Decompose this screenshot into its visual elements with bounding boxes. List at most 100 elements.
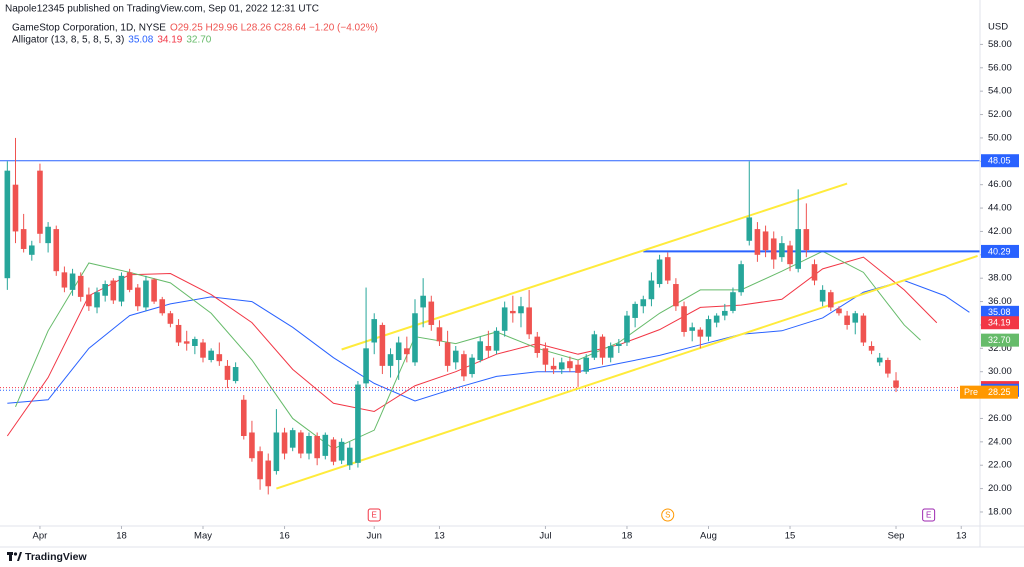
- y-tick-label: 22.00: [988, 460, 1012, 471]
- candle-body: [852, 313, 859, 323]
- candle-body: [534, 336, 541, 354]
- candle-body: [770, 238, 777, 260]
- y-tick-label: 50.00: [988, 132, 1012, 143]
- candle-body: [102, 284, 108, 296]
- candle-body: [558, 362, 565, 370]
- price-badge-label: 34.19: [988, 318, 1011, 328]
- candle-body: [118, 275, 125, 302]
- candle-body: [762, 231, 769, 251]
- logo-part: [7, 552, 13, 555]
- y-tick-label: 52.00: [988, 109, 1012, 120]
- candle-body: [53, 229, 60, 272]
- candle-body: [436, 327, 443, 342]
- candle-body: [363, 348, 369, 384]
- candle-body: [298, 432, 304, 454]
- x-tick-label: Apr: [33, 531, 48, 542]
- price-badge-label: 32.70: [988, 335, 1011, 345]
- event-label: E: [372, 511, 377, 520]
- candle-body: [28, 245, 35, 255]
- candle-body: [224, 365, 231, 380]
- event-marker: [922, 508, 936, 522]
- price-badge: [981, 305, 1019, 319]
- price-badge-prefix: Pre: [964, 387, 978, 397]
- y-tick-label: 32.00: [988, 343, 1012, 354]
- trendline: [276, 255, 978, 490]
- candle-body: [126, 272, 133, 290]
- candle-body: [648, 280, 655, 300]
- indicator-legend-value: 32.70: [186, 35, 211, 46]
- candle-body: [216, 354, 223, 362]
- indicator-line: [15, 250, 921, 450]
- y-tick-label: 38.00: [988, 273, 1012, 284]
- candle-body: [713, 315, 720, 323]
- candle-body: [640, 299, 647, 307]
- logo-part: [9, 555, 12, 561]
- event-marker: [367, 508, 381, 522]
- candle-body: [876, 357, 883, 363]
- price-badge: [981, 244, 1019, 258]
- price-badge-label: 48.05: [988, 156, 1011, 166]
- candle-body: [868, 345, 875, 351]
- candle-body: [518, 306, 524, 314]
- candle-body: [167, 313, 174, 324]
- candle-body: [151, 279, 157, 302]
- x-tick-label: Jul: [539, 531, 551, 542]
- footer-brand: TradingView: [25, 551, 87, 563]
- candle-body: [4, 170, 11, 279]
- y-tick-label: 56.00: [988, 62, 1012, 73]
- candle-body: [477, 341, 484, 361]
- x-tick-label: Sep: [888, 531, 905, 542]
- candle-body: [583, 357, 590, 372]
- candle-body: [37, 170, 43, 234]
- candle-body: [200, 342, 206, 358]
- candle-body: [379, 324, 386, 366]
- candle-body: [387, 354, 394, 366]
- candle-body: [885, 360, 891, 374]
- x-tick-label: May: [194, 531, 212, 542]
- candle-body: [444, 342, 451, 366]
- candle-body: [722, 310, 728, 316]
- x-tick-label: 13: [434, 531, 445, 542]
- candle-body: [110, 280, 117, 301]
- candle-body: [681, 306, 687, 332]
- candle-body: [893, 380, 899, 388]
- candle-body: [607, 345, 614, 358]
- event-label: E: [926, 511, 931, 520]
- axes: 18.0020.0022.0024.0026.0028.0030.0032.00…: [33, 39, 1019, 542]
- candle-body: [159, 299, 166, 314]
- logo-part: [13, 552, 18, 556]
- candle-body: [452, 350, 459, 363]
- y-tick-label: 42.00: [988, 226, 1012, 237]
- candle-body: [632, 303, 638, 318]
- indicator-label: Alligator (13, 8, 5, 8, 5, 3): [12, 35, 124, 46]
- candle-body: [550, 365, 557, 370]
- candle-body: [94, 292, 100, 308]
- indicator-line: [6, 256, 938, 437]
- candle-body: [265, 460, 272, 487]
- x-tick-label: 18: [116, 531, 127, 542]
- candle-body: [787, 245, 793, 265]
- candle-body: [510, 310, 516, 314]
- candle-body: [404, 348, 410, 355]
- candle-body: [730, 292, 736, 311]
- candle-body: [542, 348, 549, 365]
- candle-body: [469, 357, 475, 375]
- trendline: [341, 182, 848, 351]
- candle-body: [232, 367, 239, 382]
- y-tick-label: 24.00: [988, 436, 1012, 447]
- x-tick-label: 15: [785, 531, 796, 542]
- candle-body: [77, 275, 84, 297]
- candle-body: [493, 330, 500, 351]
- candle-body: [249, 432, 255, 459]
- y-tick-label: 18.00: [988, 506, 1012, 517]
- indicator-legend-value: 34.19: [157, 35, 182, 46]
- candle-body: [526, 307, 532, 335]
- y-tick-label: 44.00: [988, 203, 1012, 214]
- y-tick-label: 36.00: [988, 296, 1012, 307]
- candle-body: [689, 327, 695, 331]
- candle-body: [754, 229, 761, 255]
- candle-body: [575, 364, 581, 373]
- candle-body: [412, 313, 418, 363]
- candle-body: [795, 229, 801, 269]
